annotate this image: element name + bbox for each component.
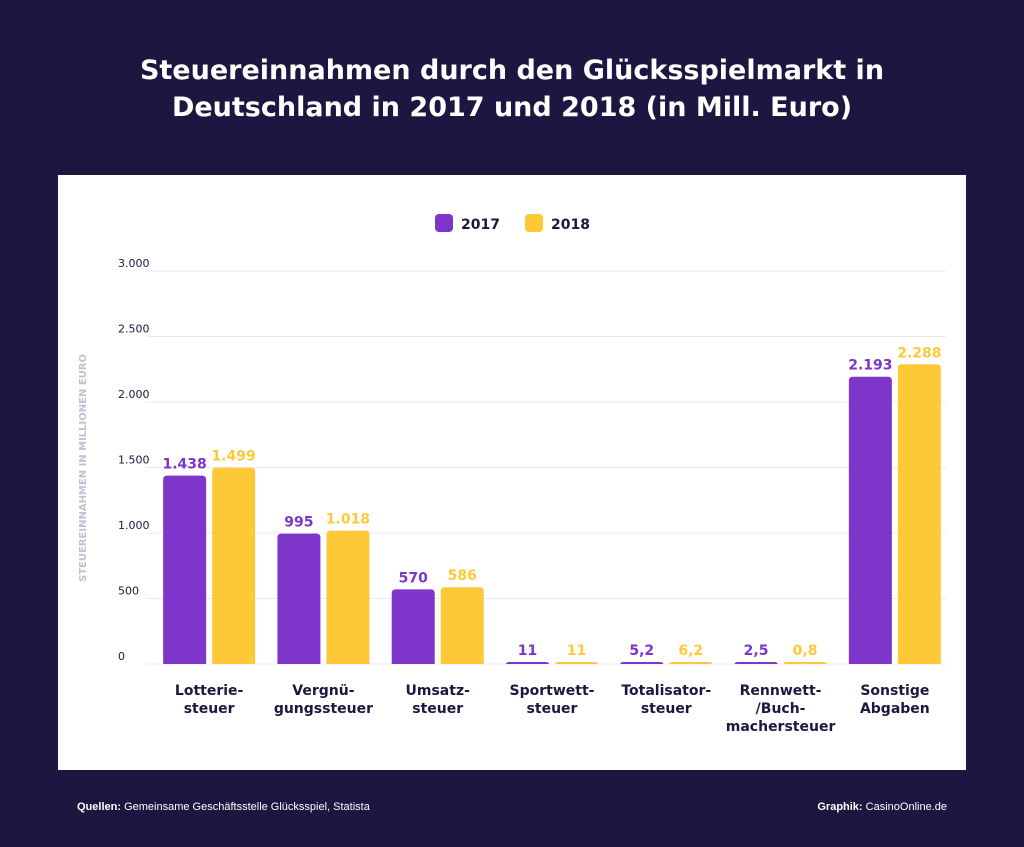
x-tick-label: Lotterie- [175,683,244,699]
x-tick-label: machersteuer [726,719,836,735]
x-tick-label: steuer [527,701,578,717]
title-line-1: Steuereinnahmen durch den Glücksspielmar… [139,55,885,86]
y-tick-label: 1.500 [118,454,150,467]
legend-swatch-2018 [525,214,543,232]
x-tick-label: Vergnü- [292,683,354,699]
y-tick-label: 2.000 [118,388,150,401]
legend-label-2017: 2017 [461,217,500,233]
data-label-2017: 5,2 [629,643,654,659]
chart-title: Steuereinnahmen durch den Glücksspielmar… [0,52,1024,126]
y-tick-label: 500 [118,585,139,598]
x-tick-label: Rennwett- [740,683,822,699]
data-label-2017: 2.193 [848,358,892,374]
y-tick-label: 2.500 [118,323,150,336]
bar-2018 [326,530,370,664]
bar-2018 [669,662,713,664]
x-tick-label: Sportwett- [510,683,595,699]
x-tick-label: /Buch- [756,701,806,717]
x-tick-label: steuer [184,701,235,717]
data-label-2017: 11 [518,643,537,659]
bar-2017 [620,662,664,664]
x-tick-label: Abgaben [860,701,930,717]
x-tick-label: Umsatz- [406,683,471,699]
x-tick-label: steuer [412,701,463,717]
y-tick-label: 3.000 [118,257,150,270]
chart-panel [58,175,966,770]
data-label-2018: 1.018 [326,512,370,528]
legend-label-2018: 2018 [551,217,590,233]
bar-2018 [897,364,941,664]
title-line-2: Deutschland in 2017 und 2018 (in Mill. E… [171,92,853,123]
data-label-2017: 570 [399,570,428,586]
bar-2017 [734,662,778,664]
graphic-credit: Graphik: CasinoOnline.de [817,801,947,813]
bar-2017 [506,662,549,664]
bar-2017 [848,376,892,664]
graphic-label: Graphik: [817,801,863,813]
data-label-2018: 2.288 [897,345,941,361]
y-tick-label: 0 [118,650,125,663]
y-axis-label: STEUEREINNAHMEN IN MILLIONEN EURO [78,354,89,582]
data-label-2018: 11 [567,643,586,659]
x-tick-label: Sonstige [860,683,929,699]
bar-2018 [555,662,598,664]
bar-2017 [163,475,207,664]
data-label-2018: 586 [448,568,477,584]
bar-2018 [212,467,256,664]
x-tick-label: Totalisator- [621,683,711,699]
bar-2017 [391,589,435,664]
data-label-2017: 1.438 [162,457,206,473]
data-label-2017: 2,5 [744,643,769,659]
data-label-2018: 0,8 [793,643,818,659]
data-label-2017: 995 [284,515,313,531]
bar-2017 [277,533,321,664]
sources-label: Quellen: [77,801,122,813]
data-label-2018: 6,2 [678,643,703,659]
sources-note: Quellen: Gemeinsame Geschäftsstelle Glüc… [77,801,370,813]
graphic-text: CasinoOnline.de [865,801,947,813]
x-tick-label: gungssteuer [274,701,373,717]
data-label-2018: 1.499 [211,449,255,465]
y-tick-label: 1.000 [118,519,150,532]
sources-text: Gemeinsame Geschäftsstelle Glücksspiel, … [124,801,370,813]
bar-2018 [440,587,484,664]
bar-2018 [783,662,827,664]
x-tick-label: steuer [641,701,692,717]
legend-swatch-2017 [435,214,453,232]
